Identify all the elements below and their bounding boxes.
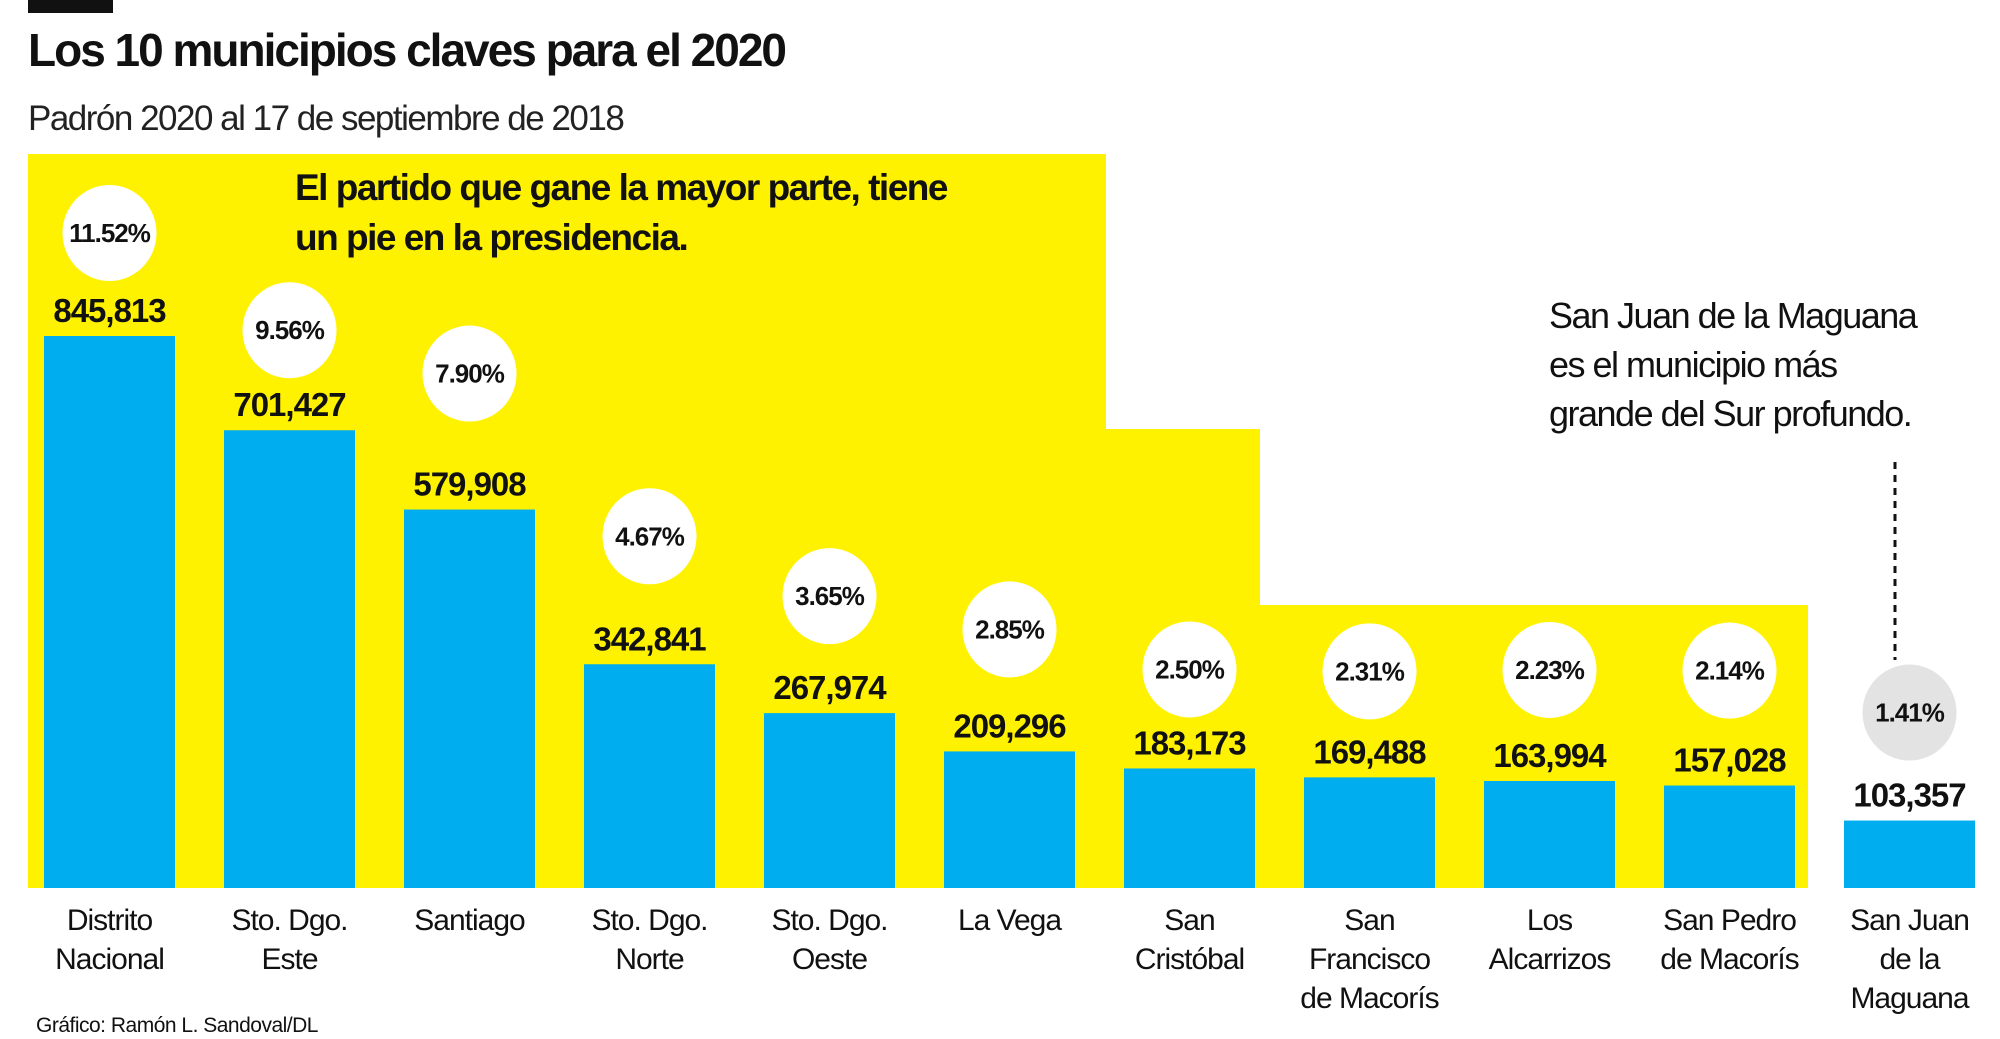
bar xyxy=(584,664,715,888)
value-label: 342,841 xyxy=(593,620,706,657)
value-label: 183,173 xyxy=(1133,724,1246,761)
percent-circle xyxy=(1682,622,1777,719)
header-bar xyxy=(28,0,113,13)
category-label: Francisco xyxy=(1309,943,1430,976)
value-label: 157,028 xyxy=(1673,742,1786,779)
category-label: de la xyxy=(1879,943,1940,976)
percent-label: 2.85% xyxy=(975,614,1045,644)
bar xyxy=(764,713,895,888)
headline-line-1: El partido que gane la mayor parte, tien… xyxy=(295,167,948,208)
category-label: Sto. Dgo. xyxy=(771,904,887,937)
percent-label: 2.14% xyxy=(1695,656,1765,686)
category-label: San xyxy=(1344,904,1394,937)
percent-circle xyxy=(1142,621,1237,718)
category-label: Sto. Dgo. xyxy=(591,904,707,937)
category-label: de Macorís xyxy=(1300,982,1438,1015)
bar xyxy=(1304,777,1435,888)
category-label: San xyxy=(1164,904,1214,937)
bar xyxy=(44,336,175,888)
value-label: 209,296 xyxy=(953,707,1066,744)
category-label: San Juan xyxy=(1850,904,1969,937)
category-label: Nacional xyxy=(55,943,164,976)
category-label: Oeste xyxy=(792,943,867,976)
category-label: de Macorís xyxy=(1660,943,1798,976)
value-label: 579,908 xyxy=(413,466,526,503)
category-label: Sto. Dgo. xyxy=(231,904,347,937)
percent-circle xyxy=(962,581,1057,678)
value-label: 169,488 xyxy=(1313,733,1426,770)
percent-label: 2.23% xyxy=(1515,655,1585,685)
percent-circle xyxy=(422,325,517,422)
bar xyxy=(1484,780,1615,888)
percent-label: 3.65% xyxy=(795,581,865,611)
bar xyxy=(224,430,355,888)
category-label: Cristóbal xyxy=(1135,943,1244,976)
bar xyxy=(1124,768,1255,888)
value-label: 701,427 xyxy=(233,386,345,423)
category-label: Santiago xyxy=(414,904,525,937)
percent-label: 2.31% xyxy=(1335,656,1405,686)
value-label: 845,813 xyxy=(53,292,166,329)
percent-label: 1.41% xyxy=(1875,698,1945,728)
value-label: 103,357 xyxy=(1853,777,1965,814)
category-label: Distrito xyxy=(67,904,153,937)
percent-label: 7.90% xyxy=(435,359,505,389)
category-label: San Pedro xyxy=(1663,904,1796,937)
percent-circle xyxy=(782,548,877,645)
percent-label: 11.52% xyxy=(69,218,151,248)
value-label: 267,974 xyxy=(773,669,887,706)
headline-line-2: un pie en la presidencia. xyxy=(295,217,687,258)
percent-circle xyxy=(1862,664,1957,761)
percent-label: 2.50% xyxy=(1155,654,1225,684)
bar xyxy=(944,751,1075,888)
percent-label: 9.56% xyxy=(255,315,325,345)
category-label: Este xyxy=(261,943,317,976)
bar xyxy=(404,509,535,888)
category-label: Los xyxy=(1527,904,1572,937)
percent-circle xyxy=(1322,623,1417,720)
category-label: Alcarrizos xyxy=(1489,943,1611,976)
annotation-line-3: grande del Sur profundo. xyxy=(1549,393,1911,434)
credit: Gráfico: Ramón L. Sandoval/DL xyxy=(36,1014,318,1037)
value-label: 163,994 xyxy=(1493,737,1607,774)
bar xyxy=(1664,785,1795,888)
percent-label: 4.67% xyxy=(615,521,685,551)
chart-subtitle: Padrón 2020 al 17 de septiembre de 2018 xyxy=(28,99,623,138)
percent-circle xyxy=(242,282,337,379)
percent-circle xyxy=(602,488,697,585)
chart-title: Los 10 municipios claves para el 2020 xyxy=(28,24,785,76)
percent-circle xyxy=(1502,621,1597,718)
bar xyxy=(1844,820,1975,888)
category-label: La Vega xyxy=(958,904,1062,937)
category-label: Norte xyxy=(615,943,684,976)
annotation-line-1: San Juan de la Maguana xyxy=(1549,295,1919,336)
category-label: Maguana xyxy=(1850,982,1969,1015)
percent-circle xyxy=(62,185,157,281)
annotation-line-2: es el municipio más xyxy=(1549,344,1837,385)
